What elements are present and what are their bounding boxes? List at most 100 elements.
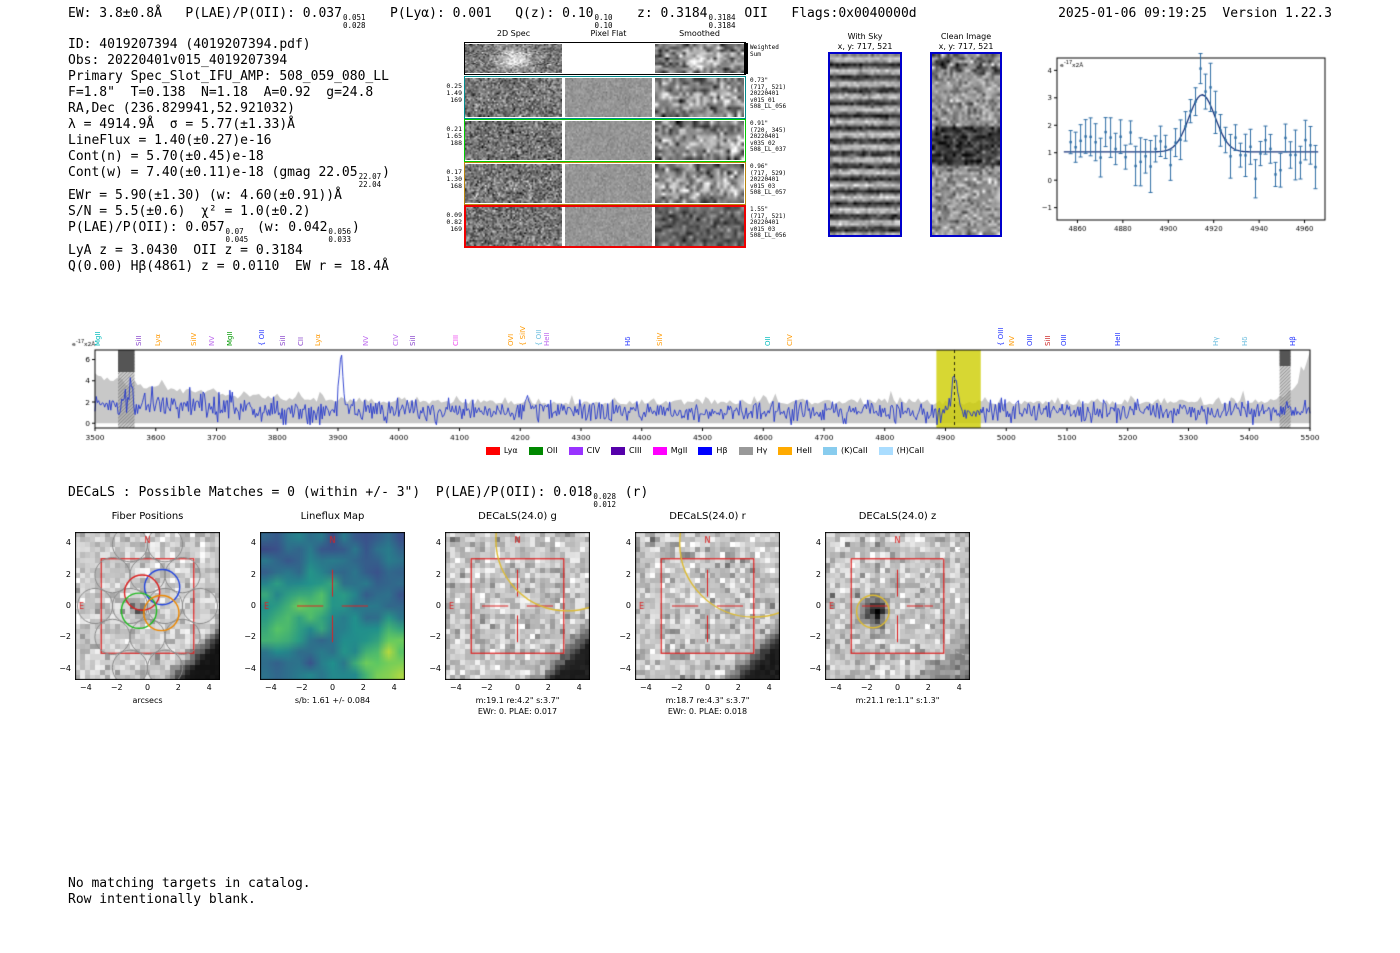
- legend-swatch: [822, 446, 837, 455]
- twod-row-fiber-info: 0.96" (717, 529) 20220401 v015_03 508_LL…: [750, 163, 787, 197]
- legend-swatch: [778, 446, 793, 455]
- cutout-xtick: 2: [360, 683, 366, 692]
- spectral-line-label: Lyα: [154, 333, 162, 346]
- cutout-xtick: −4: [829, 683, 842, 692]
- spectral-line-label: NV: [208, 335, 217, 346]
- report-datetime: 2025-01-06 09:19:25 Version 1.22.3: [1058, 6, 1332, 21]
- legend-swatch: [568, 446, 583, 455]
- legend-label: CIII: [629, 446, 642, 455]
- cutout-caption: m:19.1 re:4.2" s:3.7": [475, 696, 560, 705]
- value-uncertainty: 0.10 0.10: [594, 13, 613, 30]
- twod-strip: [465, 78, 562, 117]
- cutout-ytick: −2: [619, 632, 631, 642]
- cutout-image-lineflux: [260, 532, 405, 680]
- cutout-xtick: −2: [480, 683, 493, 692]
- twod-row-weights: 0.25 1.49 169: [446, 82, 462, 104]
- spectrum-legend: Lyα OII CIV CIII MgII Hβ Hγ HeII (K)CaII (H)CaII: [60, 446, 1350, 455]
- cutout-title: DECaLS(24.0) z: [858, 511, 937, 522]
- cutout-xtick: −4: [639, 683, 652, 692]
- legend-item: (H)CaII: [878, 446, 925, 455]
- twod-strip: [465, 121, 562, 160]
- twod-strip: [565, 164, 652, 203]
- cutout-xtick: −4: [79, 683, 92, 692]
- cutout-ytick: 4: [65, 538, 71, 548]
- twod-strip: [565, 207, 652, 246]
- cutout-ytick: −2: [429, 632, 441, 642]
- value-uncertainty: 0.028 0.012: [593, 492, 616, 509]
- clean-image: [932, 54, 1000, 235]
- cutout-caption: arcsecs: [132, 696, 163, 705]
- twod-strip: [465, 207, 562, 246]
- legend-item: CIII: [611, 446, 642, 455]
- twod-col-header: Pixel Flat: [590, 29, 627, 38]
- spectral-line-label: OIII: [1059, 334, 1068, 346]
- cutout-ytick: 2: [435, 569, 441, 579]
- cutout-caption: m:21.1 re:1.1" s:1.3": [855, 696, 940, 705]
- cutout-image-photo_z: [825, 532, 970, 680]
- legend-swatch: [652, 446, 667, 455]
- cutout-xtick: −2: [110, 683, 123, 692]
- clean-image-title: Clean Image: [940, 32, 992, 41]
- info-line: λ = 4914.9Å σ = 5.77(±1.33)Å: [68, 117, 295, 132]
- cutout-ytick: 0: [250, 601, 256, 610]
- twod-row-weights: 0.17 1.30 168: [446, 168, 462, 190]
- with-sky-image: [830, 54, 900, 235]
- spectral-line-label: SiIV: [655, 332, 664, 346]
- legend-item: HeII: [778, 446, 812, 455]
- twod-strip: [465, 164, 562, 203]
- decals-header: DECaLS : Possible Matches = 0 (within +/…: [68, 485, 649, 509]
- twod-strip: [565, 121, 652, 160]
- spectral-line-label: OIII: [1025, 334, 1034, 346]
- cutout-ytick: 2: [625, 569, 631, 579]
- info-line: LineFlux = 1.40(±0.27)e-16: [68, 133, 272, 148]
- cutout-title: DECaLS(24.0) r: [669, 511, 746, 522]
- cutout-caption: s/b: 1.61 +/- 0.084: [294, 696, 371, 705]
- cutout-ytick: 0: [65, 601, 71, 610]
- spectral-line-label: SiII: [1043, 335, 1052, 346]
- value-uncertainty: 22.07 22.04: [358, 172, 382, 189]
- twod-strip: [655, 44, 744, 73]
- legend-swatch: [738, 446, 753, 455]
- cutout-xtick: 4: [956, 683, 962, 692]
- spectral-line-label: Hδ: [1240, 336, 1249, 346]
- with-sky-coords: x, y: 717, 521: [837, 42, 893, 51]
- info-block: ID: 4019207394 (4019207394.pdf) Obs: 2022…: [68, 37, 390, 275]
- twod-row-fiber-info: 0.73" (717, 521) 20220401 v015_01 508_LL…: [750, 77, 787, 111]
- value-uncertainty: 0.056 0.033: [328, 227, 351, 244]
- twod-strip: [565, 78, 652, 117]
- info-line: P(LAE)/P(OII): 0.057 0.07 0.045 (w: 0.042 0…: [68, 220, 360, 244]
- cutout-xtick: 2: [925, 683, 931, 692]
- info-line: S/N = 5.5(±0.6) χ² = 1.0(±0.2): [68, 204, 311, 220]
- cutout-ytick: 4: [625, 538, 631, 548]
- legend-label: Hβ: [716, 446, 728, 455]
- cutout-title: Lineflux Map: [300, 511, 365, 522]
- cutout-xtick: 4: [206, 683, 212, 692]
- spectral-line-label: SiII: [408, 335, 417, 346]
- legend-label: (K)CaII: [840, 446, 868, 455]
- cutout-xtick: 0: [329, 683, 336, 692]
- twod-row-fiber-info: 0.91" (720, 345) 20220401 v035_02 508_LL…: [750, 120, 787, 154]
- cutout-xtick: −2: [860, 683, 873, 692]
- value-uncertainty: 0.3184 0.3184: [708, 13, 736, 30]
- value-uncertainty: 0.051 0.028: [342, 13, 366, 30]
- cutout-image-photo_r: [635, 532, 780, 680]
- spectrum-plot: [60, 336, 1350, 448]
- spectral-line-label: SiIV: [189, 332, 198, 346]
- info-line: RA,Dec (236.829941,52.921032): [68, 101, 295, 116]
- legend-label: (H)CaII: [896, 446, 925, 455]
- legend-swatch: [528, 446, 543, 455]
- legend-item: OII: [528, 446, 558, 455]
- cutout-ytick: −4: [809, 663, 821, 673]
- cutout-xtick: −4: [449, 683, 462, 692]
- spectral-line-label: CII: [297, 336, 306, 346]
- legend-item: Hβ: [698, 446, 728, 455]
- clean-image-coords: x, y: 717, 521: [938, 42, 994, 51]
- cutout-xtick: 2: [545, 683, 551, 692]
- cutout-caption: EWr: 0. PLAE: 0.017: [477, 707, 558, 716]
- spectral-line-label: Lyα: [314, 333, 323, 346]
- cutout-ytick: 0: [815, 601, 821, 610]
- cutout-ytick: 4: [250, 538, 256, 548]
- value-uncertainty: 0.07 0.045: [225, 227, 249, 244]
- spectral-line-label: OVI: [506, 333, 515, 346]
